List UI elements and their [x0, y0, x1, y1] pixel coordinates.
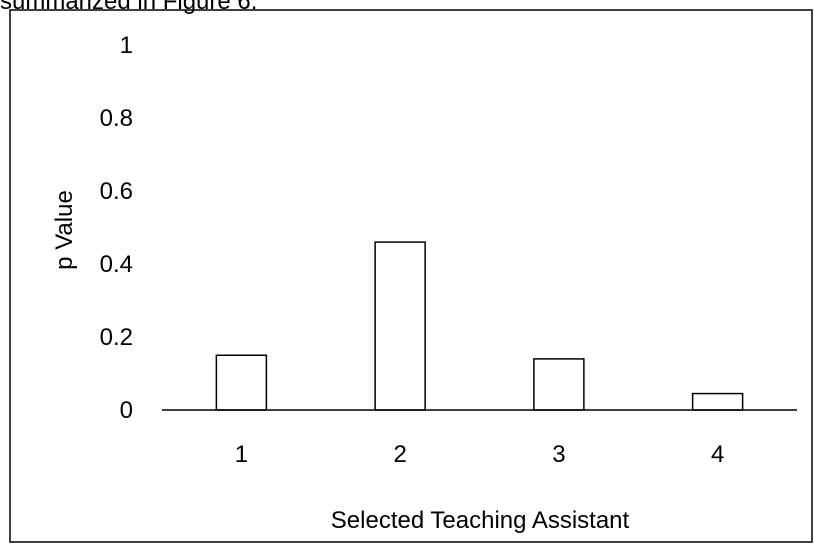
caption-fragment: summarized in Figure 6. — [0, 0, 258, 15]
y-tick-label: 0.6 — [100, 178, 133, 205]
x-axis-label: Selected Teaching Assistant — [331, 507, 630, 534]
y-tick-label: 1 — [120, 32, 133, 59]
bar-2 — [374, 241, 426, 411]
bar-1 — [215, 354, 268, 411]
chart-frame — [9, 9, 813, 543]
x-tick-label: 1 — [235, 441, 248, 468]
y-tick-labels: 0 0.2 0.4 0.6 0.8 1 — [100, 32, 133, 424]
bar-3 — [533, 358, 585, 411]
bar-4 — [691, 392, 744, 411]
bars-group — [215, 241, 744, 411]
x-tick-label: 3 — [552, 441, 565, 468]
x-tick-label: 2 — [393, 441, 406, 468]
y-axis-label: p Value — [51, 190, 78, 270]
x-tick-labels: 1 2 3 4 — [235, 441, 725, 468]
y-tick-label: 0.4 — [100, 251, 133, 278]
y-tick-label: 0.8 — [100, 105, 133, 132]
x-tick-label: 4 — [711, 441, 724, 468]
y-tick-label: 0 — [120, 397, 133, 424]
y-tick-label: 0.2 — [100, 324, 133, 351]
